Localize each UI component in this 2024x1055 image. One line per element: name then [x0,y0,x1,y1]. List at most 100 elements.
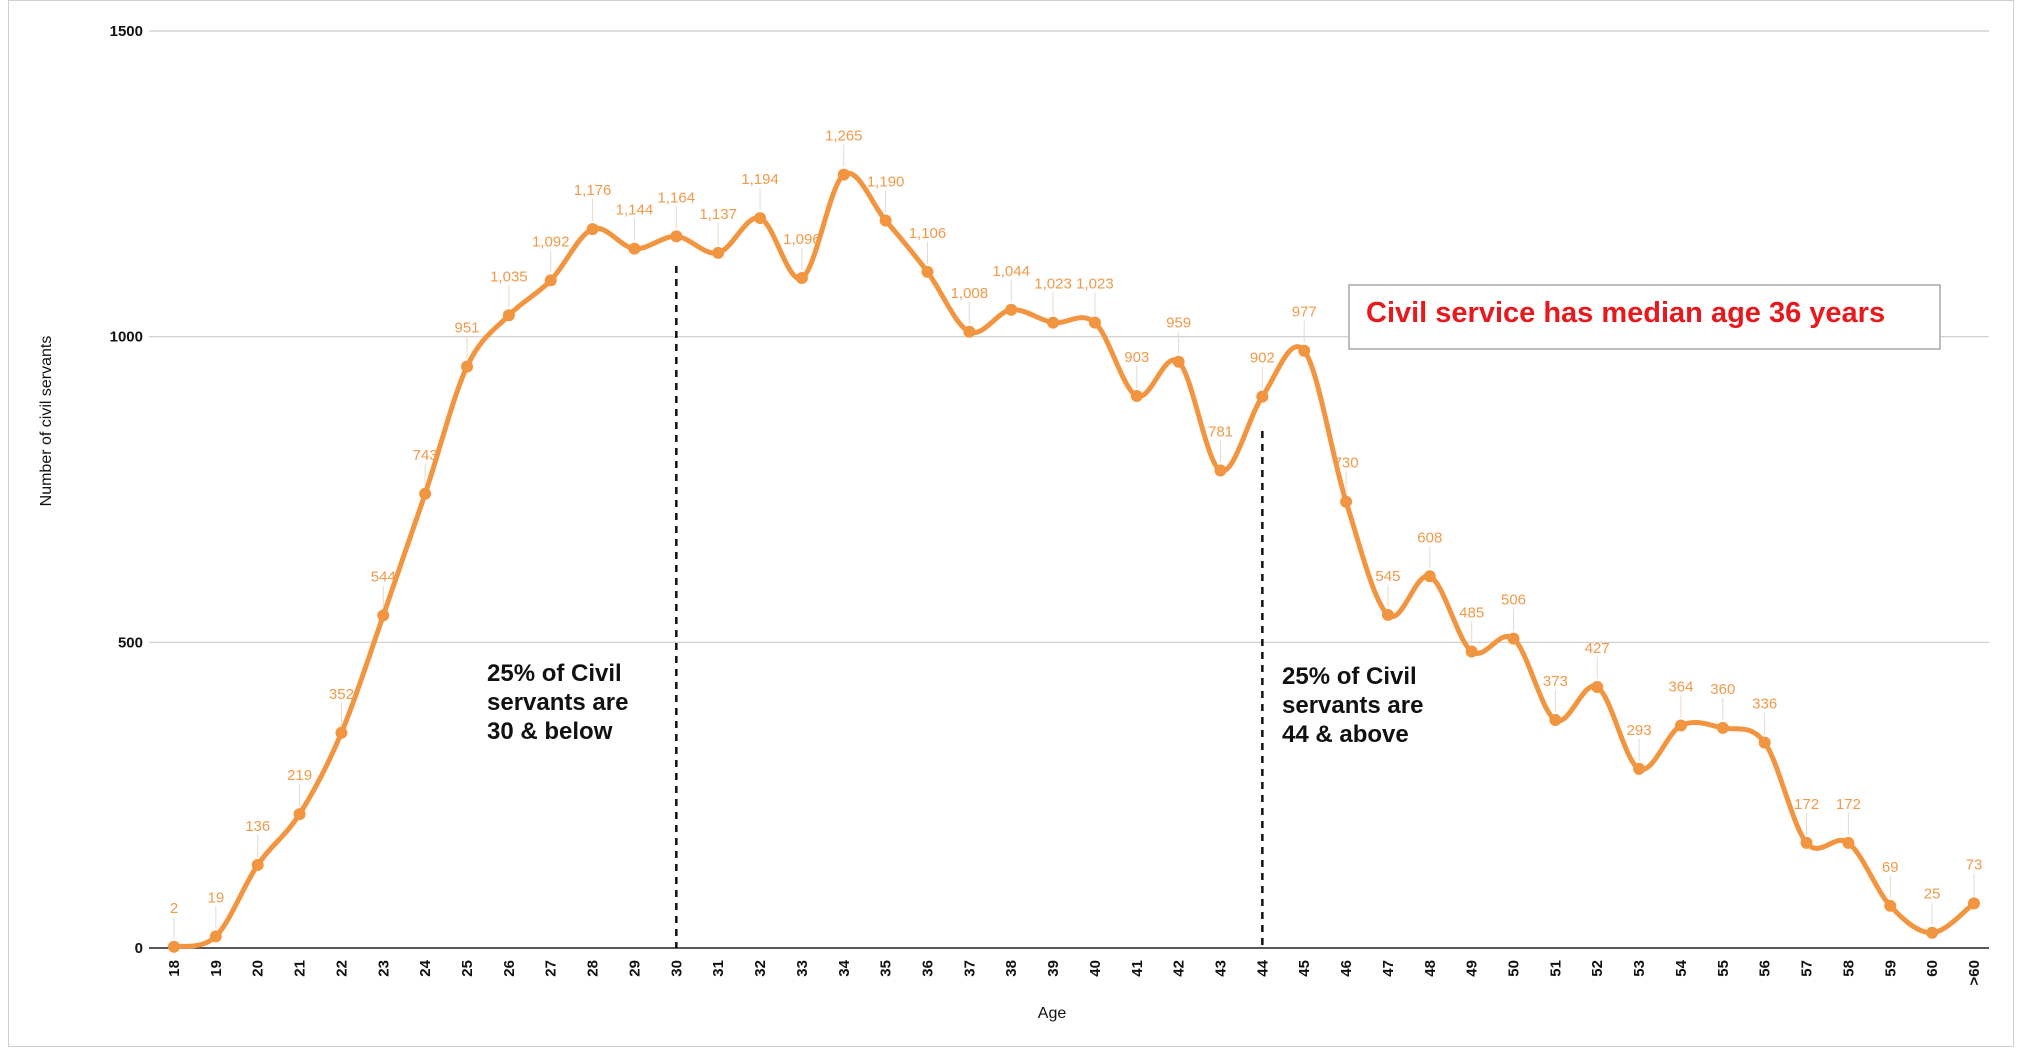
data-label: 951 [455,320,480,337]
x-tick-label: 21 [292,960,309,977]
data-label: 1,194 [741,171,779,188]
x-tick-label: 30 [668,960,685,977]
quartile-annotation-line: 25% of Civil [1282,663,1417,690]
x-tick-label: 51 [1547,960,1564,977]
x-tick-label: 59 [1882,960,1899,977]
label-leaders [173,144,1975,939]
data-point [544,274,557,287]
data-label: 1,008 [951,285,989,302]
x-tick-label: 19 [208,960,225,977]
data-point [1800,836,1813,849]
data-point [879,214,892,227]
x-tick-label: 34 [836,959,853,976]
data-labels: 2191362193525447439511,0351,0921,1761,14… [170,128,1982,917]
data-label: 73 [1966,856,1983,873]
x-tick-label: 23 [375,960,392,977]
x-tick-label: 22 [333,960,350,977]
x-tick-label: 39 [1045,960,1062,977]
data-point [1047,316,1060,329]
data-point [1214,464,1227,477]
data-point [1758,736,1771,749]
x-tick-label: 32 [752,960,769,977]
data-label: 364 [1668,678,1693,695]
data-point [1674,719,1687,732]
data-label: 1,096 [783,231,821,248]
data-label: 781 [1208,424,1233,441]
data-point [795,271,808,284]
data-label: 427 [1585,640,1610,657]
data-label: 485 [1459,605,1484,622]
x-tick-label: 47 [1380,960,1397,977]
data-point [921,265,934,278]
data-label: 1,176 [574,182,612,199]
data-label: 1,164 [658,189,696,206]
x-tick-label: 26 [501,960,518,977]
data-label: 293 [1627,722,1652,739]
data-point [1633,762,1646,775]
x-tick-label: 58 [1840,960,1857,977]
data-label: 1,106 [909,225,947,242]
data-label: 1,044 [992,263,1030,280]
data-label: 172 [1794,796,1819,813]
data-point [712,246,725,259]
data-point [1423,570,1436,583]
data-point [1549,713,1562,726]
data-point [209,930,222,943]
x-tick-label: 57 [1799,960,1816,977]
data-label: 1,092 [532,233,570,250]
chart-container: 0 500 1000 1500 18 19 20 21 22 23 24 25 26 27 28 29 30 3… [8,0,2014,1047]
data-label: 1,137 [699,206,737,223]
data-point [963,325,976,338]
y-tick-label: 1500 [110,23,143,40]
data-point [1256,390,1269,403]
data-point [1465,645,1478,658]
y-tick-label: 1000 [110,329,143,346]
data-label: 19 [208,889,225,906]
x-tick-label: 37 [961,960,978,977]
data-label: 608 [1417,529,1442,546]
data-point [419,487,432,500]
data-point [1967,897,1980,910]
data-label: 903 [1124,349,1149,366]
data-label: 1,035 [490,268,528,285]
quartile-annotation-line: servants are [487,689,628,716]
x-tick-label: 55 [1715,960,1732,977]
data-point [837,168,850,181]
data-point [502,309,515,322]
data-point [1340,495,1353,508]
data-label: 136 [245,818,270,835]
y-axis-ticks: 0 500 1000 1500 [110,23,143,957]
x-tick-label: 38 [1003,960,1020,977]
x-tick-label: 54 [1673,959,1690,976]
data-point [1172,355,1185,368]
y-tick-label: 0 [135,940,143,957]
quartile-annotation-line: servants are [1282,692,1423,719]
data-label: 544 [371,568,396,585]
data-point [168,940,180,953]
data-label: 1,144 [616,202,654,219]
x-tick-label: 43 [1213,960,1230,977]
x-tick-label: 29 [626,960,643,977]
data-point [1716,721,1729,734]
data-label: 25 [1924,886,1941,903]
data-label: 743 [413,447,438,464]
data-point [1884,899,1897,912]
x-tick-label: 18 [166,960,183,977]
grid-lines [149,30,1989,949]
data-label: 2 [170,900,178,917]
data-label: 545 [1375,568,1400,585]
data-point [251,858,264,871]
quartile-annotation-line: 30 & below [487,718,613,745]
x-tick-label: 35 [878,960,895,977]
data-label: 959 [1166,315,1191,332]
x-tick-label: 25 [459,960,476,977]
x-axis-ticks: 18 19 20 21 22 23 24 25 26 27 28 29 30 31 32 33 34 35 36 37… [166,959,1983,985]
data-label: 373 [1543,673,1568,690]
data-points [168,168,1980,953]
data-label: 902 [1250,350,1275,367]
data-label: 1,190 [867,174,905,191]
data-point [335,726,348,739]
x-tick-label: 45 [1296,960,1313,977]
data-point [1005,303,1018,316]
